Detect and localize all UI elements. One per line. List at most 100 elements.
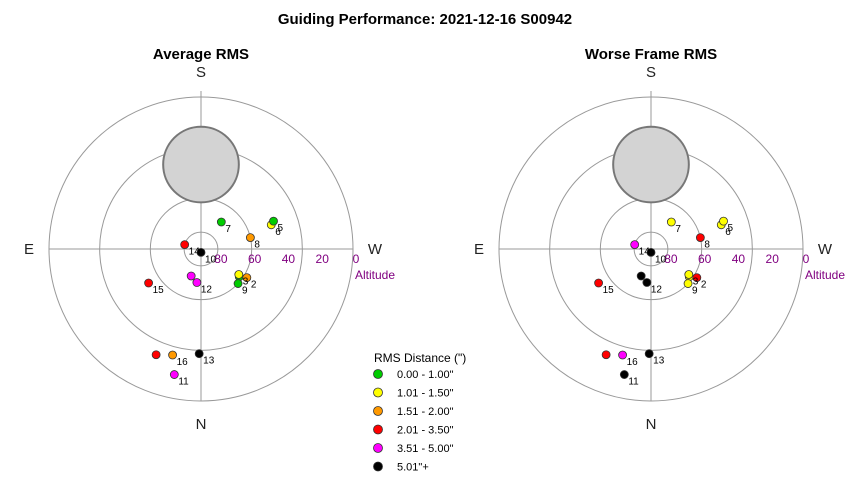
altitude-tick-label: 0 (803, 252, 810, 266)
data-point-label: 6 (275, 227, 281, 238)
legend-entry-label: 1.51 - 2.00" (397, 406, 454, 418)
data-point-label: 15 (153, 285, 165, 296)
data-point-label: 9 (692, 286, 698, 297)
data-point-label: 2 (701, 280, 707, 291)
data-point (644, 349, 654, 359)
data-point-label: 15 (603, 285, 615, 296)
data-point (234, 270, 244, 279)
data-point-label: 16 (177, 357, 189, 368)
data-point-label: 13 (203, 356, 215, 367)
data-point-label: 12 (201, 285, 213, 296)
obstruction-disk (612, 125, 690, 204)
legend-swatch (373, 387, 383, 398)
data-point-label: 14 (189, 247, 201, 258)
data-point (194, 349, 204, 359)
data-point-label: 3 (243, 276, 249, 287)
data-point-label: 9 (242, 286, 248, 297)
cardinal-bottom: N (196, 416, 207, 433)
cardinal-top: S (646, 64, 656, 81)
data-point (151, 350, 161, 360)
data-point (692, 273, 702, 283)
cardinal-bottom: N (646, 416, 657, 433)
data-point (242, 273, 252, 283)
altitude-tick-label: 0 (353, 252, 360, 266)
obstruction-disk (162, 125, 240, 204)
panel-title: Worse Frame RMS (585, 46, 717, 63)
data-point-label: 10 (655, 254, 667, 265)
data-point (683, 279, 693, 288)
rms-distance-legend: RMS Distance (") 0.00 - 1.00" 1.01 - 1.50… (373, 351, 466, 474)
data-point (269, 216, 278, 226)
data-point (594, 278, 603, 288)
data-point (186, 271, 196, 281)
data-point (695, 233, 705, 243)
altitude-tick-label: 80 (214, 252, 228, 266)
legend-entry-label: 0.00 - 1.00" (397, 369, 454, 381)
altitude-tick-label: 20 (316, 252, 330, 266)
cardinal-right: W (818, 241, 833, 258)
data-point (630, 240, 640, 250)
data-point-label: 8 (254, 240, 260, 251)
panel-title: Average RMS (153, 46, 249, 63)
data-point-label: 3 (693, 276, 699, 287)
data-point (646, 247, 656, 257)
data-point (192, 278, 202, 287)
data-point (233, 279, 243, 288)
data-point (196, 247, 206, 257)
data-point (245, 233, 255, 243)
data-point-label: 11 (628, 377, 639, 388)
altitude-axis-label: Altitude (355, 268, 395, 282)
data-point (180, 240, 190, 250)
altitude-tick-label: 40 (282, 252, 296, 266)
altitude-tick-label: 80 (664, 252, 678, 266)
main-title: Guiding Performance: 2021-12-16 S00942 (278, 11, 572, 28)
altitude-tick-label: 60 (698, 252, 712, 266)
data-point-label: 10 (205, 254, 217, 265)
data-point-label: 5 (278, 223, 284, 234)
data-point-label: 16 (627, 357, 639, 368)
altitude-axis-label: Altitude (805, 268, 845, 282)
cardinal-left: E (24, 241, 34, 258)
legend-swatch (373, 424, 383, 435)
data-point (642, 278, 652, 287)
legend-entry-label: 5.01"+ (397, 462, 429, 474)
altitude-tick-label: 60 (248, 252, 262, 266)
legend-swatch (373, 443, 383, 453)
data-point-label: 7 (225, 224, 231, 235)
legend-swatch (373, 369, 383, 379)
legend-swatch (373, 461, 383, 472)
legend-entry-label: 3.51 - 5.00" (397, 443, 454, 455)
data-point (618, 350, 627, 360)
data-point-label: 12 (651, 285, 663, 296)
data-point-label: 14 (639, 247, 651, 258)
data-point (636, 271, 646, 281)
data-point (619, 370, 629, 379)
data-point (169, 370, 179, 379)
legend-items: 0.00 - 1.00" 1.01 - 1.50" 1.51 - 2.00" 2.01… (373, 369, 454, 474)
data-point-label: 5 (728, 223, 734, 234)
data-point (684, 270, 694, 279)
data-point-label: 7 (675, 224, 681, 235)
altitude-tick-label: 20 (766, 252, 780, 266)
data-point-label: 2 (251, 280, 257, 291)
data-point (144, 278, 153, 288)
legend-entry-label: 2.01 - 3.50" (397, 425, 454, 437)
data-point (216, 217, 226, 227)
cardinal-left: E (474, 241, 484, 258)
data-point (719, 216, 728, 226)
cardinal-top: S (196, 64, 206, 81)
legend-swatch (373, 406, 383, 416)
data-point-label: 6 (725, 227, 731, 238)
data-point-label: 11 (178, 377, 189, 388)
data-point (666, 217, 676, 227)
data-point-label: 8 (704, 240, 710, 251)
altitude-tick-label: 40 (732, 252, 746, 266)
legend-title: RMS Distance (") (374, 351, 466, 365)
cardinal-right: W (368, 241, 383, 258)
legend-entry-label: 1.01 - 1.50" (397, 388, 454, 400)
data-point (168, 350, 177, 360)
data-point (601, 350, 611, 360)
